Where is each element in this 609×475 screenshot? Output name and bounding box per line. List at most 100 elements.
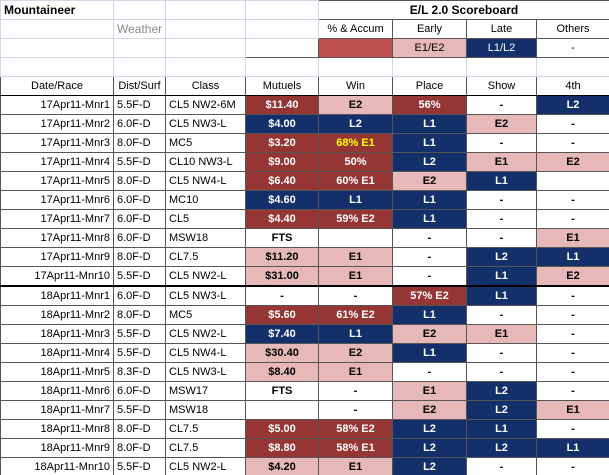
mutuel-cell: $11.40 [245, 95, 319, 115]
race-id: 17Apr11-Mnr9 [0, 247, 114, 267]
empty-cell [113, 38, 166, 58]
race-class: MC10 [165, 190, 246, 210]
result-cell: L2 [536, 95, 609, 115]
result-cell: 61% E2 [318, 305, 393, 325]
distance-surface: 6.0F-D [113, 114, 166, 134]
result-cell: - [536, 324, 609, 344]
distance-surface: 5.5F-D [113, 343, 166, 363]
result-cell: - [392, 362, 467, 382]
mutuel-cell: $5.00 [245, 419, 319, 439]
spacer-row [0, 57, 609, 77]
distance-surface: 5.5F-D [113, 266, 166, 287]
result-cell: 50% [318, 152, 393, 172]
result-cell: 56% [392, 95, 467, 115]
distance-surface: 8.0F-D [113, 133, 166, 153]
empty-cell [165, 0, 246, 20]
result-cell: - [392, 266, 467, 287]
result-cell: L1 [318, 324, 393, 344]
empty-cell [392, 57, 467, 77]
mutuel-cell: $9.00 [245, 152, 319, 172]
empty-cell [165, 38, 246, 58]
race-row: 17Apr11-Mnr10 5.5F-D CL5 NW2-L $31.00 E1- L1 E… [0, 266, 609, 287]
result-cell: L2 [318, 114, 393, 134]
result-cell [318, 228, 393, 248]
result-cell: - [536, 285, 609, 306]
result-cell: 68% E1 [318, 133, 393, 153]
result-cell: - [466, 457, 537, 475]
mutuel-cell: - [245, 285, 319, 306]
result-cell: L2 [466, 400, 537, 420]
result-cell: 60% E1 [318, 171, 393, 191]
distance-surface: 8.0F-D [113, 438, 166, 458]
distance-surface: 8.0F-D [113, 247, 166, 267]
race-row: 17Apr11-Mnr6 6.0F-D MC10 $4.60 L1 L1- - [0, 190, 609, 210]
race-class: CL5 [165, 209, 246, 229]
empty-cell [245, 0, 319, 20]
result-cell: L2 [392, 457, 467, 475]
result-cell: - [536, 362, 609, 382]
mutuel-cell: $11.20 [245, 247, 319, 267]
race-id: 18Apr11-Mnr7 [0, 400, 114, 420]
result-cell: L1 [318, 190, 393, 210]
race-id: 18Apr11-Mnr2 [0, 305, 114, 325]
header-row: E1/E2 L1/L2- [0, 38, 609, 58]
header-row: Mountaineer E/L 2.0 Scoreboard [0, 0, 609, 20]
result-cell: E2 [466, 114, 537, 134]
result-cell: E1 [318, 247, 393, 267]
result-cell: E2 [392, 400, 467, 420]
race-class: CL10 NW3-L [165, 152, 246, 172]
mutuel-cell: $31.00 [245, 266, 319, 287]
race-id: 17Apr11-Mnr3 [0, 133, 114, 153]
result-cell: L2 [466, 247, 537, 267]
result-cell: E2 [392, 171, 467, 191]
distance-surface: 6.0F-D [113, 285, 166, 306]
distance-surface: 8.3F-D [113, 362, 166, 382]
empty-box [245, 38, 319, 58]
race-id: 18Apr11-Mnr1 [0, 285, 114, 306]
result-cell: - [536, 457, 609, 475]
result-cell: - [318, 400, 393, 420]
mutuel-cell: FTS [245, 381, 319, 401]
mutuel-cell: $3.20 [245, 133, 319, 153]
result-cell: - [536, 190, 609, 210]
mutuel-cell: $4.20 [245, 457, 319, 475]
column-header: Place [392, 76, 467, 96]
distance-surface: 5.5F-D [113, 457, 166, 475]
result-cell: L1 [536, 438, 609, 458]
race-class: MSW18 [165, 228, 246, 248]
column-header: Win [318, 76, 393, 96]
empty-cell [0, 38, 114, 58]
result-cell: L1 [466, 171, 537, 191]
empty-cell [113, 57, 166, 77]
result-cell: E1 [536, 228, 609, 248]
race-row: 18Apr11-Mnr4 5.5F-D CL5 NW4-L $30.40 E2 L1- - [0, 343, 609, 363]
result-cell: E1 [536, 400, 609, 420]
race-id: 17Apr11-Mnr4 [0, 152, 114, 172]
result-cell: L1 [536, 247, 609, 267]
race-id: 18Apr11-Mnr4 [0, 343, 114, 363]
distance-surface: 8.0F-D [113, 305, 166, 325]
empty-cell [0, 57, 114, 77]
result-cell: L1 [466, 285, 537, 306]
result-cell: E1 [466, 324, 537, 344]
race-id: 17Apr11-Mnr8 [0, 228, 114, 248]
race-class: CL5 NW2-L [165, 457, 246, 475]
mutuel-cell: $4.40 [245, 209, 319, 229]
race-id: 17Apr11-Mnr7 [0, 209, 114, 229]
empty-cell [245, 57, 319, 77]
result-cell: L1 [392, 114, 467, 134]
result-cell: L1 [392, 190, 467, 210]
header-row: Weather % & Accum Early Late Others [0, 19, 609, 39]
result-cell: - [466, 190, 537, 210]
mutuel-cell: $30.40 [245, 343, 319, 363]
race-row: 17Apr11-Mnr3 8.0F-D MC5 $3.20 68% E1 L1- - [0, 133, 609, 153]
result-cell: - [536, 114, 609, 134]
race-row: 17Apr11-Mnr1 5.5F-D CL5 NW2-6M $11.40 E2 56% -… [0, 95, 609, 115]
result-cell: - [392, 228, 467, 248]
race-class: MC5 [165, 133, 246, 153]
race-row: 18Apr11-Mnr1 6.0F-D CL5 NW3-L - -57% E2 L1- [0, 285, 609, 306]
race-class: MC5 [165, 305, 246, 325]
column-header: 4th [536, 76, 609, 96]
